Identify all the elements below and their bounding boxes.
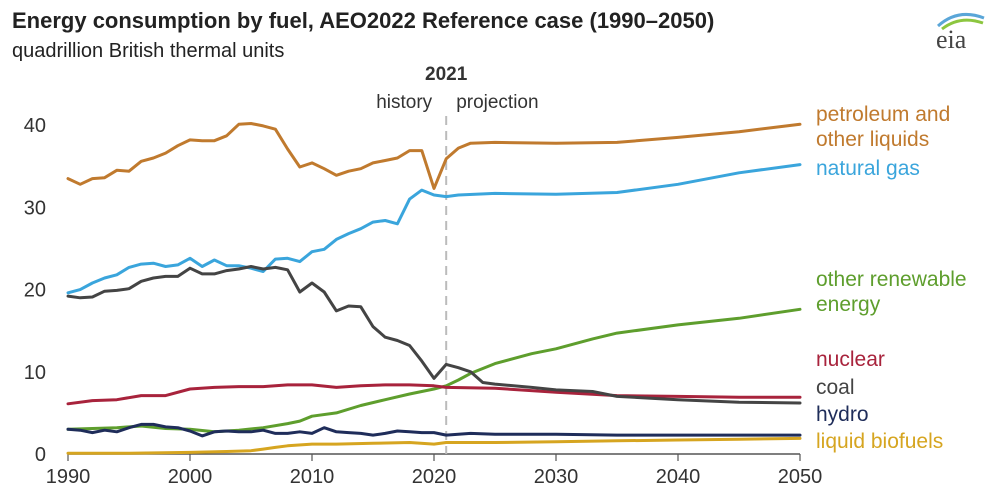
series-label-liquid-biofuels: liquid biofuels xyxy=(816,430,943,453)
series-label-coal: coal xyxy=(816,376,855,399)
chart-subtitle: quadrillion British thermal units xyxy=(12,40,285,62)
history-projection-divider: 2021 history projection xyxy=(376,64,539,454)
series-label-line: petroleum and xyxy=(816,103,950,126)
series-line-petroleum-and-other-liquids xyxy=(66,122,802,190)
logo-text: eia xyxy=(936,25,967,52)
eia-logo: eia xyxy=(936,12,985,52)
series-label-line: other renewable xyxy=(816,268,967,291)
series-label-line: hydro xyxy=(816,403,869,426)
y-tick-label: 40 xyxy=(24,115,46,137)
series-label-nuclear: nuclear xyxy=(816,348,885,371)
series-lines xyxy=(66,122,802,455)
projection-label: projection xyxy=(456,92,538,113)
series-label-line: liquid biofuels xyxy=(816,430,943,453)
y-tick-label: 20 xyxy=(24,280,46,302)
x-tick-label: 2050 xyxy=(778,466,823,488)
chart-title: Energy consumption by fuel, AEO2022 Refe… xyxy=(12,8,715,33)
y-tick-label: 30 xyxy=(24,197,46,219)
series-label-line: coal xyxy=(816,376,855,399)
series-label-natural-gas: natural gas xyxy=(816,157,920,180)
series-label-other-renewable-energy: other renewable energy xyxy=(816,268,967,316)
x-tick-label: 2040 xyxy=(656,466,701,488)
series-label-line: other liquids xyxy=(816,128,929,151)
series-line-coal xyxy=(66,265,802,405)
series-label-petroleum-and-other-liquids: petroleum and other liquids xyxy=(816,103,950,151)
history-label: history xyxy=(376,92,432,113)
series-line-natural-gas xyxy=(66,163,802,295)
y-tick-label: 10 xyxy=(24,362,46,384)
series-line-other-renewable-energy xyxy=(66,307,802,434)
x-tick-label: 2000 xyxy=(168,466,213,488)
series-labels: petroleum and other liquids natural gas oth… xyxy=(816,103,967,453)
series-line-hydro xyxy=(66,422,802,438)
series-label-line: natural gas xyxy=(816,157,920,180)
series-label-line: energy xyxy=(816,293,881,316)
x-tick-label: 2020 xyxy=(412,466,457,488)
y-tick-label: 0 xyxy=(35,444,46,466)
x-tick-label: 2030 xyxy=(534,466,579,488)
x-tick-label: 2010 xyxy=(290,466,335,488)
series-line-liquid-biofuels xyxy=(66,436,802,455)
series-label-line: nuclear xyxy=(816,348,885,371)
series-line-nuclear xyxy=(66,383,802,406)
x-tick-label: 1990 xyxy=(46,466,91,488)
divider-year-label: 2021 xyxy=(425,64,468,85)
series-label-hydro: hydro xyxy=(816,403,869,426)
